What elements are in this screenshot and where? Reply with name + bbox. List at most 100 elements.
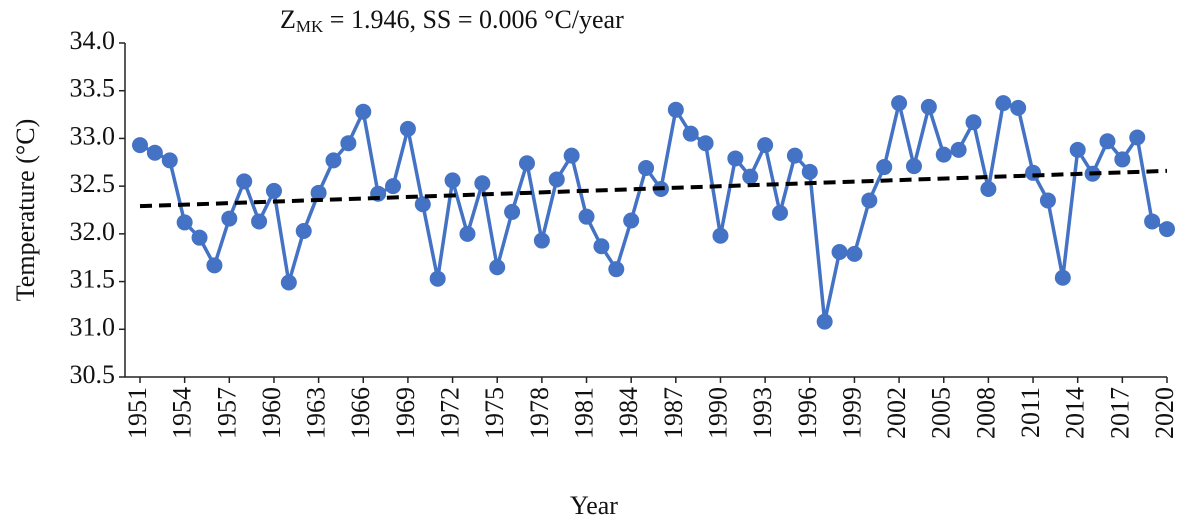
data-point <box>414 196 431 213</box>
x-tick-label: 2008 <box>971 387 1000 439</box>
data-point <box>251 213 268 230</box>
y-tick-label: 33.0 <box>70 121 116 150</box>
data-point <box>772 204 789 221</box>
series-line <box>139 100 1168 323</box>
data-point <box>1039 192 1056 209</box>
x-tick-label: 1987 <box>659 387 688 439</box>
data-point <box>265 182 282 199</box>
data-point <box>1010 99 1027 116</box>
x-tick-label: 1978 <box>525 387 554 439</box>
x-tick-label: 1972 <box>436 387 465 439</box>
data-point <box>1069 141 1086 158</box>
data-point <box>593 238 610 255</box>
data-point <box>712 227 729 244</box>
x-tick-label: 2017 <box>1105 387 1134 439</box>
data-point <box>236 173 253 190</box>
data-point <box>1025 164 1042 181</box>
data-point <box>132 137 148 154</box>
data-point <box>429 270 446 287</box>
x-tick-label: 1960 <box>257 387 286 439</box>
x-tick-label: 1993 <box>748 387 777 439</box>
data-point <box>146 144 163 161</box>
data-point <box>682 125 699 142</box>
y-tick-label: 31.5 <box>70 265 116 294</box>
title-sub: MK <box>296 17 324 36</box>
data-point <box>995 95 1012 112</box>
x-tick-label: 2002 <box>882 387 911 439</box>
data-point <box>280 274 297 291</box>
data-point <box>310 184 327 201</box>
data-point <box>459 225 476 242</box>
x-tick-label: 2005 <box>927 387 956 439</box>
y-tick-label: 30.5 <box>70 360 116 389</box>
data-point <box>206 257 223 274</box>
data-point <box>161 152 178 169</box>
data-point <box>176 214 193 231</box>
x-tick-label: 1975 <box>480 387 509 439</box>
data-point <box>891 95 908 112</box>
x-tick-label: 2011 <box>1016 387 1045 438</box>
title-main: Z <box>280 5 296 34</box>
data-point <box>533 232 550 249</box>
x-tick-label: 1999 <box>837 387 866 439</box>
y-axis-label: Temperature (°C) <box>11 119 40 302</box>
x-tick-label: 1984 <box>614 387 643 439</box>
data-point <box>920 98 937 115</box>
data-point <box>816 313 833 330</box>
x-tick-label: 1981 <box>569 387 598 439</box>
data-point <box>608 261 625 278</box>
x-tick-label: 1951 <box>123 387 152 439</box>
data-point <box>1099 133 1116 150</box>
data-point <box>474 175 491 192</box>
data-point <box>221 210 238 227</box>
y-tick-label: 33.5 <box>70 74 116 103</box>
data-point <box>1054 269 1071 286</box>
trend-line <box>139 168 1168 209</box>
data-point <box>578 208 595 225</box>
data-point <box>757 137 774 154</box>
data-point <box>638 160 655 177</box>
data-point <box>444 172 461 189</box>
data-point <box>548 171 565 188</box>
data-point <box>980 181 997 198</box>
data-point <box>399 120 416 137</box>
x-tick-label: 1957 <box>212 387 241 439</box>
data-point <box>385 178 402 195</box>
x-tick-label: 1996 <box>793 387 822 439</box>
x-tick-label: 2014 <box>1061 387 1090 439</box>
data-point <box>1159 221 1175 238</box>
data-point <box>950 141 967 158</box>
data-point <box>295 222 312 239</box>
data-point <box>786 147 803 164</box>
x-tick-label: 2020 <box>1150 387 1179 439</box>
x-tick-label: 1963 <box>302 387 331 439</box>
data-point <box>846 245 863 262</box>
x-axis-label: Year <box>570 491 618 520</box>
y-tick-label: 32.0 <box>70 217 116 246</box>
x-tick-label: 1990 <box>703 387 732 439</box>
chart-title: ZMK = 1.946, SS = 0.006 °C/year <box>280 5 624 36</box>
y-tick-label: 32.5 <box>70 169 116 198</box>
data-point <box>1114 151 1131 168</box>
data-point <box>1144 213 1161 230</box>
x-tick-label: 1954 <box>168 387 197 439</box>
data-point <box>667 101 684 118</box>
data-point <box>191 229 208 246</box>
data-point <box>504 203 521 220</box>
data-point <box>935 146 952 163</box>
y-tick-label: 31.0 <box>70 312 116 341</box>
data-point <box>1129 129 1146 146</box>
data-point <box>325 152 342 169</box>
data-point <box>876 159 893 176</box>
data-point <box>831 243 848 260</box>
data-point <box>905 158 922 175</box>
x-tick-label: 1966 <box>346 387 375 439</box>
data-point <box>965 114 982 131</box>
data-point <box>563 147 580 164</box>
title-rest: = 1.946, SS = 0.006 °C/year <box>323 5 624 34</box>
data-point <box>727 150 744 167</box>
x-tick-label: 1969 <box>391 387 420 439</box>
data-point <box>518 155 535 172</box>
data-point <box>355 103 372 120</box>
